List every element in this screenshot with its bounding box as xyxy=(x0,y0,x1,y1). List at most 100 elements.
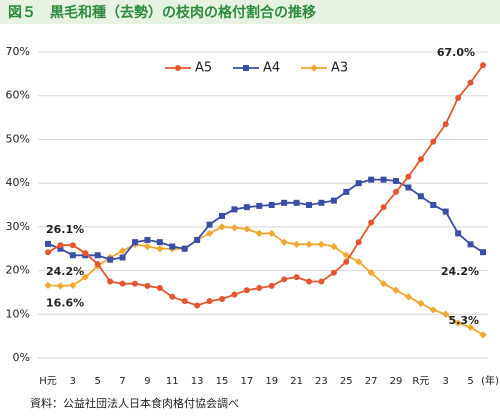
marker xyxy=(417,299,425,307)
marker xyxy=(368,219,375,226)
marker xyxy=(107,256,114,263)
marker xyxy=(392,286,400,294)
x-tick-label: R元 xyxy=(412,376,429,387)
marker xyxy=(417,193,424,200)
marker xyxy=(379,280,388,288)
marker xyxy=(194,302,201,309)
marker xyxy=(45,240,51,247)
marker xyxy=(280,238,288,246)
marker xyxy=(156,285,163,292)
y-tick-label: 40% xyxy=(6,176,30,189)
marker xyxy=(45,249,51,256)
marker xyxy=(94,252,101,259)
marker xyxy=(255,229,263,238)
marker xyxy=(479,331,487,339)
marker xyxy=(218,223,226,231)
marker xyxy=(219,212,225,219)
marker xyxy=(230,224,239,232)
marker xyxy=(175,65,181,71)
marker xyxy=(256,202,263,209)
source-note: 資料：公益社団法人日本食肉格付協会調べ xyxy=(30,396,239,410)
marker xyxy=(132,280,138,287)
data-label: 24.2% xyxy=(46,265,84,278)
y-tick-label: 70% xyxy=(6,45,30,58)
marker xyxy=(144,282,151,289)
marker xyxy=(119,254,126,261)
marker xyxy=(169,243,176,250)
marker xyxy=(94,261,101,268)
marker xyxy=(330,269,337,276)
x-tick-label: H元 xyxy=(39,376,57,387)
title-band xyxy=(0,0,500,24)
marker xyxy=(268,282,275,289)
marker xyxy=(367,269,375,277)
marker xyxy=(430,202,437,208)
legend-label: A5 xyxy=(195,61,212,76)
marker xyxy=(118,247,127,255)
marker xyxy=(256,285,263,292)
data-label: 24.2% xyxy=(441,265,479,278)
marker xyxy=(293,274,300,281)
x-tick-label: 11 xyxy=(166,376,179,387)
marker xyxy=(194,236,201,243)
marker xyxy=(455,230,462,237)
marker xyxy=(368,176,375,183)
marker xyxy=(144,236,151,243)
x-tick-label: 3 xyxy=(70,376,76,387)
marker xyxy=(380,204,387,211)
series-line xyxy=(47,225,484,336)
marker xyxy=(243,65,249,71)
marker xyxy=(330,197,337,204)
marker xyxy=(231,291,238,298)
x-tick-label: 7 xyxy=(119,376,125,387)
x-tick-label: 15 xyxy=(216,376,229,387)
marker xyxy=(281,276,288,283)
marker xyxy=(417,156,424,163)
marker xyxy=(181,245,188,252)
marker xyxy=(281,199,288,206)
marker xyxy=(243,287,250,294)
y-tick-label: 0% xyxy=(13,351,30,364)
series-line xyxy=(47,64,484,307)
marker xyxy=(330,242,338,251)
marker xyxy=(310,64,318,72)
x-tick-label: 23 xyxy=(315,376,328,387)
marker xyxy=(318,278,325,285)
marker xyxy=(467,79,474,86)
marker xyxy=(305,240,313,248)
marker xyxy=(318,199,325,206)
x-tick-label: 17 xyxy=(240,376,253,387)
data-label: 26.1% xyxy=(46,223,84,236)
x-tick-label: 21 xyxy=(290,376,303,387)
series-line xyxy=(47,178,484,261)
marker xyxy=(81,273,89,281)
marker xyxy=(231,206,238,213)
marker xyxy=(355,239,362,246)
marker xyxy=(206,298,213,305)
marker xyxy=(169,293,176,300)
x-axis-label: (年) xyxy=(481,374,499,387)
marker xyxy=(156,239,163,246)
marker xyxy=(268,229,276,238)
marker xyxy=(243,204,250,211)
marker xyxy=(393,188,399,195)
marker xyxy=(355,180,362,187)
marker xyxy=(69,281,77,290)
marker xyxy=(442,121,449,128)
marker xyxy=(317,240,326,248)
marker xyxy=(454,319,462,327)
marker xyxy=(480,249,486,256)
data-label: 16.6% xyxy=(46,296,84,309)
marker xyxy=(69,252,76,259)
marker xyxy=(442,208,449,215)
marker xyxy=(119,280,126,287)
marker xyxy=(343,188,350,195)
marker xyxy=(467,241,474,248)
y-tick-label: 50% xyxy=(6,132,30,145)
marker xyxy=(205,229,214,238)
x-tick-label: 25 xyxy=(340,376,353,387)
marker xyxy=(292,240,301,248)
y-tick-label: 10% xyxy=(6,307,30,320)
marker xyxy=(343,258,350,265)
